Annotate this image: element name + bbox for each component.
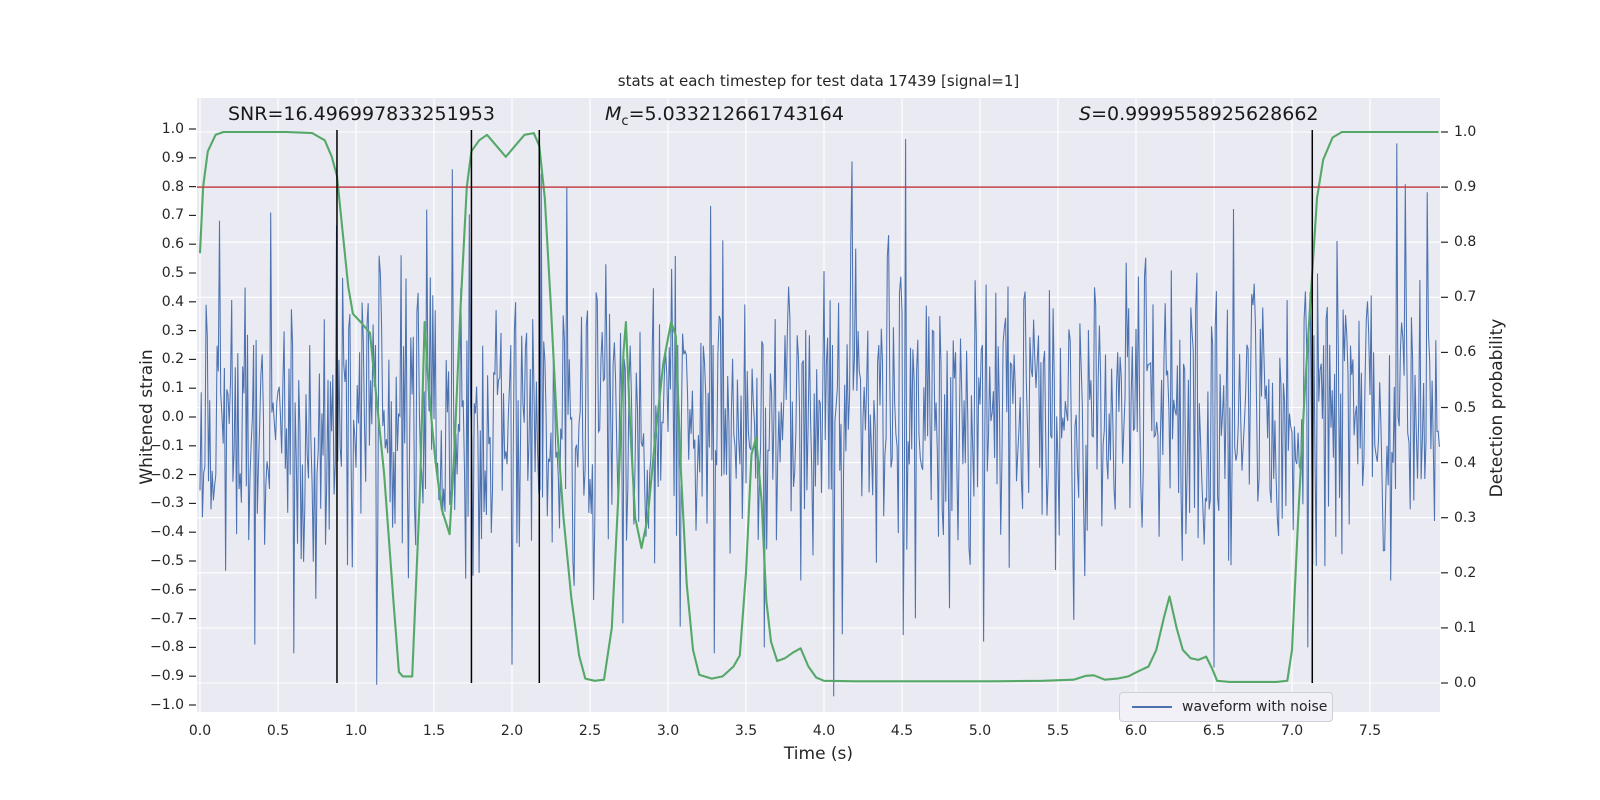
score-value: =0.9999558925628662 (1091, 103, 1319, 125)
x-tick-label: 1.0 (344, 723, 368, 739)
x-tick-label: 7.0 (1280, 723, 1304, 739)
y-left-tick-label: −0.1 (150, 437, 184, 454)
y-left-tick-label: 0.2 (161, 351, 184, 368)
x-tick-label: 4.0 (812, 723, 836, 739)
x-tick-label: 4.5 (890, 723, 914, 739)
x-tick-label: 3.5 (734, 723, 758, 739)
y-left-tick-label: 0.9 (161, 149, 184, 166)
y-left-tick-label: 0.7 (161, 207, 184, 224)
y-left-tick-label: 0.1 (161, 380, 184, 397)
y-axis-label-left: Whitened strain (137, 349, 157, 485)
chirp-mass-subscript: c (621, 113, 629, 129)
x-tick-label: 6.0 (1124, 723, 1148, 739)
x-tick-label: 6.5 (1202, 723, 1226, 739)
y-right-tick-label: 0.2 (1454, 564, 1477, 581)
y-right-tick-label: 1.0 (1454, 124, 1477, 140)
y-left-tick-label: 1.0 (161, 121, 184, 137)
chart-title: stats at each timestep for test data 174… (617, 72, 1020, 90)
y-left-tick-label: −0.8 (150, 639, 184, 656)
x-tick-label: 5.5 (1046, 723, 1070, 739)
annotation-chirp-mass: Mc=5.033212661743164 (605, 103, 844, 129)
y-left-tick-label: 0.3 (161, 322, 184, 339)
y-right-tick-label: 0.9 (1454, 179, 1477, 196)
x-tick-label: 0.5 (266, 723, 290, 739)
y-left-tick-label: 0.4 (161, 293, 184, 310)
y-right-tick-label: 0.8 (1454, 234, 1477, 251)
y-right-tick-label: 0.4 (1454, 454, 1477, 471)
y-left-tick-label: −0.7 (150, 610, 184, 627)
chirp-mass-symbol: M (605, 103, 622, 125)
y-left-tick-label: 0.8 (161, 178, 184, 195)
y-right-tick-label: 0.3 (1454, 509, 1477, 526)
y-axis-label-right: Detection probability (1487, 318, 1507, 498)
y-left-tick-label: 0.5 (161, 265, 184, 281)
y-right-tick-label: 0.1 (1454, 619, 1477, 636)
y-right-tick-label: 0.0 (1454, 675, 1477, 691)
detection-probability-series (198, 130, 1439, 683)
y-left-tick-label: −0.9 (150, 668, 184, 685)
plot-series-area (197, 130, 1440, 697)
y-left-tick-label: 0.0 (161, 409, 184, 425)
y-right-tick-label: 0.7 (1454, 289, 1477, 306)
legend-line-sample-icon (1132, 706, 1172, 708)
annotation-snr: SNR=16.496997833251953 (228, 103, 495, 125)
y-left-tick-label: −0.2 (150, 466, 184, 483)
score-symbol: S (1079, 103, 1092, 125)
y-left-tick-label: −1.0 (150, 697, 184, 713)
y-left-tick-label: −0.4 (150, 524, 184, 541)
chirp-mass-value: =5.033212661743164 (628, 103, 844, 125)
x-tick-label: 3.0 (656, 723, 680, 739)
y-right-tick-label: 0.6 (1454, 344, 1477, 361)
legend: waveform with noise (1119, 692, 1333, 722)
y-left-tick-label: −0.3 (150, 495, 184, 512)
y-left-tick-label: −0.5 (150, 553, 184, 569)
x-tick-label: 0.0 (188, 723, 212, 739)
x-tick-label: 7.5 (1358, 723, 1382, 739)
x-tick-label: 2.5 (578, 723, 602, 739)
y-right-tick-label: 0.5 (1454, 399, 1477, 416)
legend-label: waveform with noise (1182, 699, 1328, 715)
y-left-tick-label: 0.6 (161, 236, 184, 253)
snr-value: =16.496997833251953 (267, 103, 495, 125)
x-tick-label: 5.0 (968, 723, 992, 739)
y-left-tick-label: −0.6 (150, 581, 184, 598)
snr-label: SNR (228, 103, 268, 125)
x-tick-label: 2.0 (500, 723, 524, 739)
tick-marks (189, 128, 1448, 706)
waveform-with-noise-series (199, 139, 1440, 697)
annotation-score: S=0.9999558925628662 (1079, 103, 1319, 125)
x-axis-label: Time (s) (783, 744, 854, 764)
x-tick-label: 1.5 (422, 723, 446, 739)
